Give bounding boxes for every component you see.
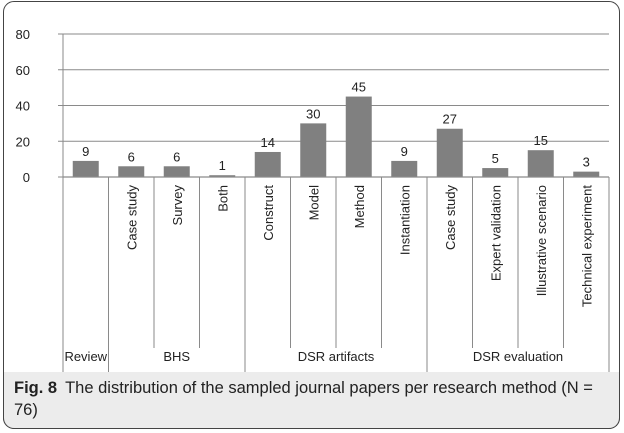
caption-box: Fig. 8 The distribution of the sampled jo… bbox=[3, 372, 620, 429]
data-label: 27 bbox=[443, 112, 457, 127]
data-label: 9 bbox=[401, 144, 408, 159]
bar bbox=[300, 123, 327, 177]
data-label: 6 bbox=[128, 149, 135, 164]
figure-caption: Fig. 8 The distribution of the sampled jo… bbox=[14, 377, 604, 421]
bar bbox=[209, 175, 236, 177]
category-label: Method bbox=[352, 185, 367, 228]
y-tick-label: 0 bbox=[23, 170, 30, 185]
category-label: Construct bbox=[261, 185, 276, 241]
category-label: Instantiation bbox=[397, 185, 412, 255]
figure-frame: 0 20 40 60 80 9 6 Case study 6 Survey 1 Both 14 Const… bbox=[3, 1, 620, 429]
bar bbox=[254, 151, 281, 177]
bar bbox=[436, 128, 463, 177]
category-label: Illustrative scenario bbox=[534, 185, 549, 296]
category-label: Expert validation bbox=[488, 185, 503, 281]
bar bbox=[482, 168, 509, 177]
data-label: 3 bbox=[583, 155, 590, 170]
group-label: Review bbox=[64, 349, 107, 364]
y-tick-label: 20 bbox=[16, 134, 30, 149]
bar bbox=[345, 96, 372, 177]
category-label: Case study bbox=[443, 185, 458, 251]
category-label: Case study bbox=[124, 185, 139, 251]
category-label: Both bbox=[215, 185, 230, 212]
data-label: 15 bbox=[534, 133, 548, 148]
data-label: 14 bbox=[261, 135, 275, 150]
caption-label: Fig. 8 bbox=[14, 379, 58, 397]
data-label: 30 bbox=[306, 106, 320, 121]
y-tick-label: 80 bbox=[16, 27, 30, 42]
bar bbox=[391, 160, 418, 177]
category-label: Technical experiment bbox=[579, 185, 594, 308]
group-label: DSR evaluation bbox=[473, 349, 563, 364]
data-label: 1 bbox=[219, 158, 226, 173]
group-label: DSR artifacts bbox=[298, 349, 375, 364]
data-label: 6 bbox=[173, 149, 180, 164]
bar bbox=[527, 150, 554, 177]
group-label: BHS bbox=[163, 349, 190, 364]
category-label: Survey bbox=[170, 185, 185, 226]
bar bbox=[118, 166, 145, 177]
data-label: 5 bbox=[492, 151, 499, 166]
bar bbox=[72, 160, 99, 177]
y-tick-label: 60 bbox=[16, 63, 30, 78]
data-label: 9 bbox=[82, 144, 89, 159]
category-label: Model bbox=[306, 185, 321, 221]
bar bbox=[573, 171, 600, 177]
caption-text: The distribution of the sampled journal … bbox=[14, 379, 593, 419]
bar-chart: 0 20 40 60 80 9 6 Case study 6 Survey 1 Both 14 Const… bbox=[16, 27, 610, 372]
y-tick-label: 40 bbox=[16, 99, 30, 114]
data-label: 45 bbox=[352, 80, 366, 95]
bar bbox=[163, 166, 190, 177]
